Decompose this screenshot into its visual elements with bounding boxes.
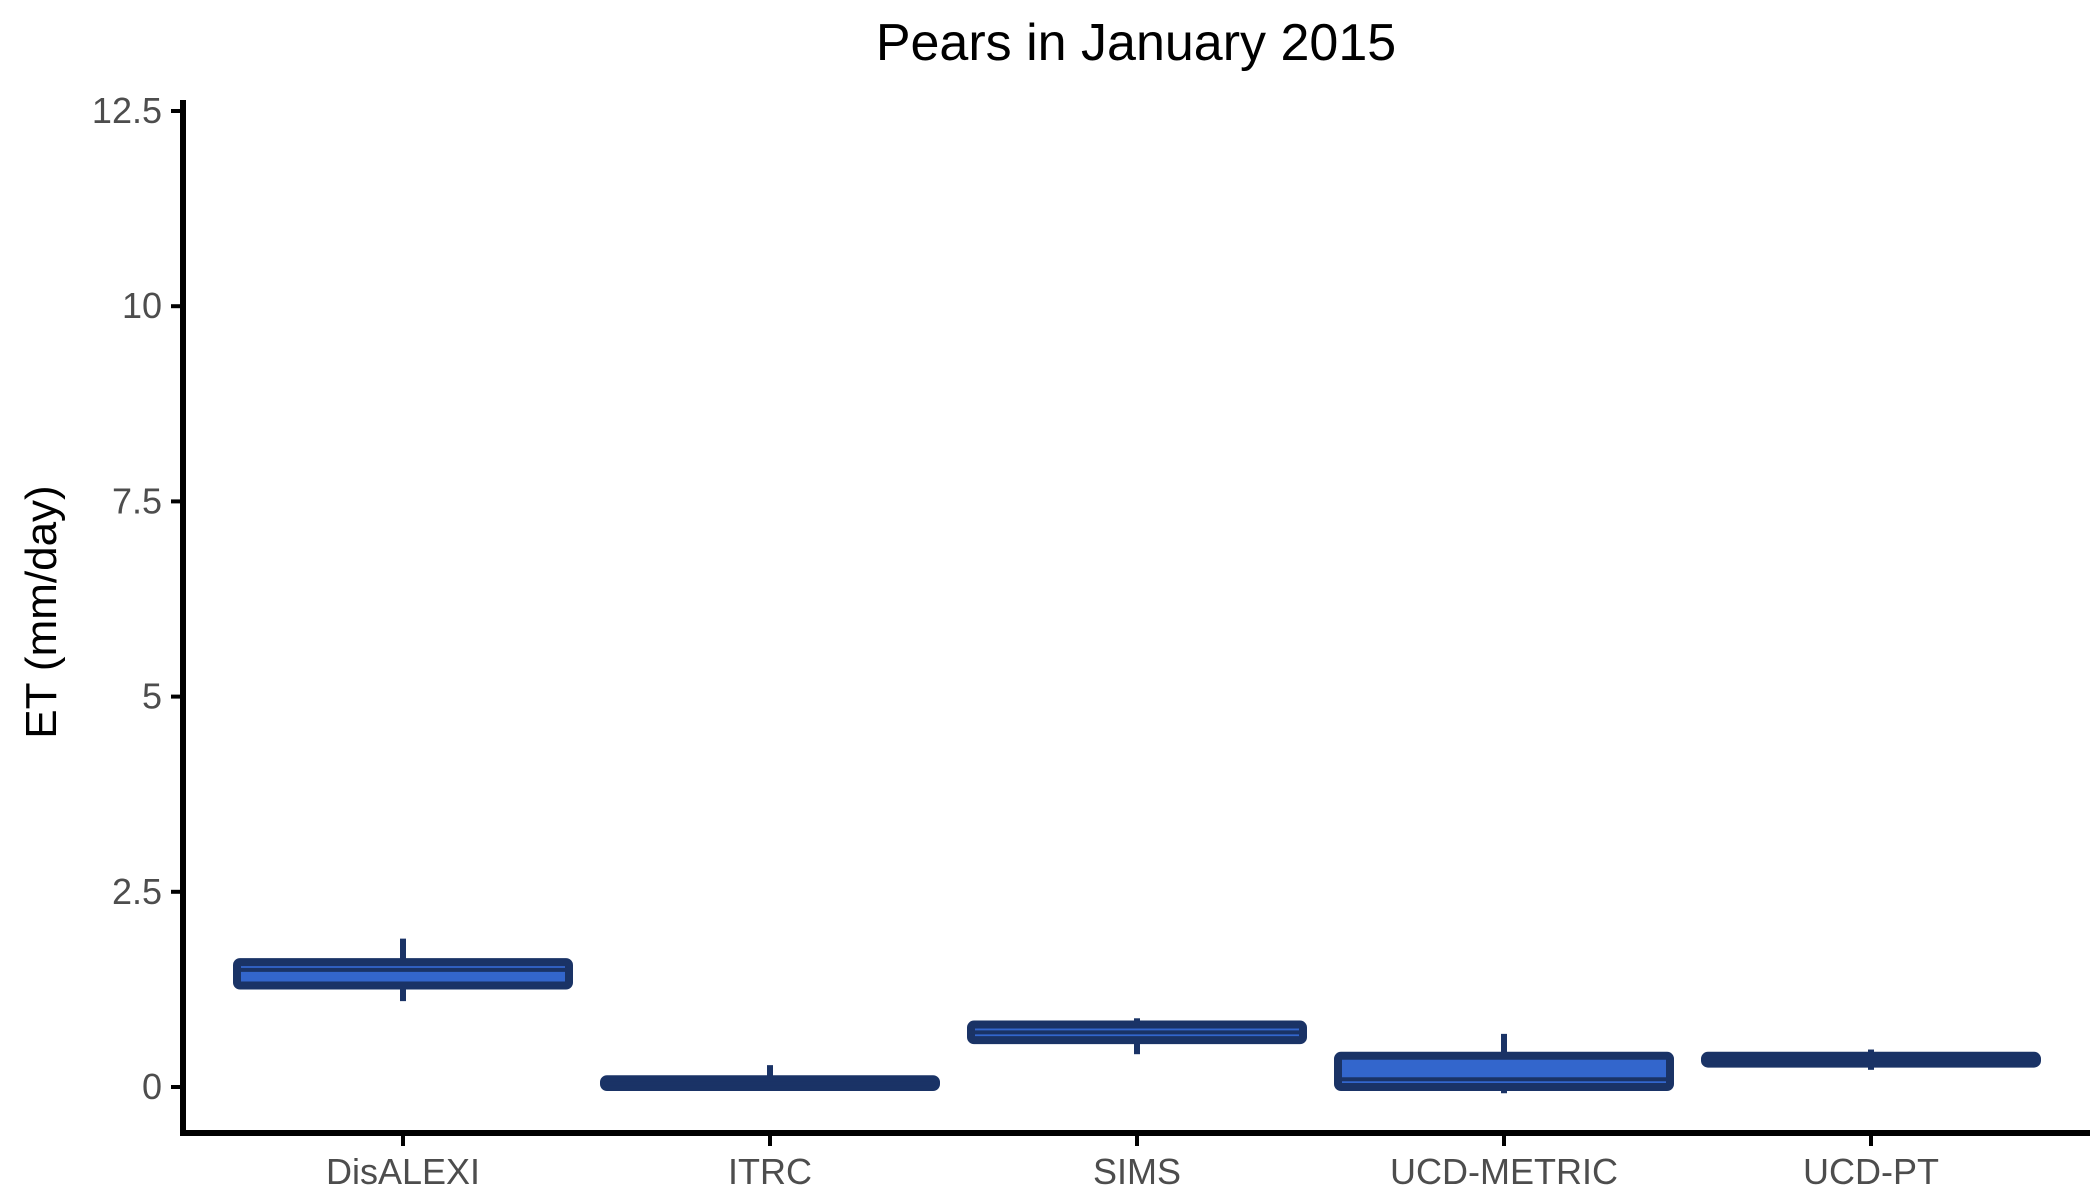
y-axis-label: ET (mm/day)	[17, 485, 66, 738]
box-itrc	[600, 1065, 940, 1092]
x-tick-label: ITRC	[728, 1151, 812, 1192]
box-body	[233, 958, 573, 990]
box-ucd-pt	[1701, 1049, 2041, 1070]
x-tick-label: SIMS	[1093, 1151, 1181, 1192]
x-tick-label: UCD-PT	[1803, 1151, 1939, 1192]
x-tick-label: DisALEXI	[326, 1151, 480, 1192]
chart-title: Pears in January 2015	[876, 14, 1396, 72]
y-tick-label: 12.5	[92, 90, 162, 131]
y-axis-ticks: 0 2.5 5 7.5 10 12.5	[92, 90, 183, 1107]
box-disalexi	[233, 938, 573, 1002]
y-tick-label: 10	[122, 285, 162, 326]
x-tick-label: UCD-METRIC	[1390, 1151, 1618, 1192]
plot-area	[233, 938, 2041, 1094]
y-tick-label: 5	[142, 676, 162, 717]
y-tick-label: 0	[142, 1066, 162, 1107]
box-body	[1334, 1051, 1674, 1091]
box-ucd-metric	[1334, 1033, 1674, 1094]
x-axis-ticks: DisALEXI ITRC SIMS UCD-METRIC UCD-PT	[326, 1133, 1939, 1192]
y-tick-label: 2.5	[112, 871, 162, 912]
box-sims	[967, 1018, 1307, 1055]
y-tick-label: 7.5	[112, 480, 162, 521]
